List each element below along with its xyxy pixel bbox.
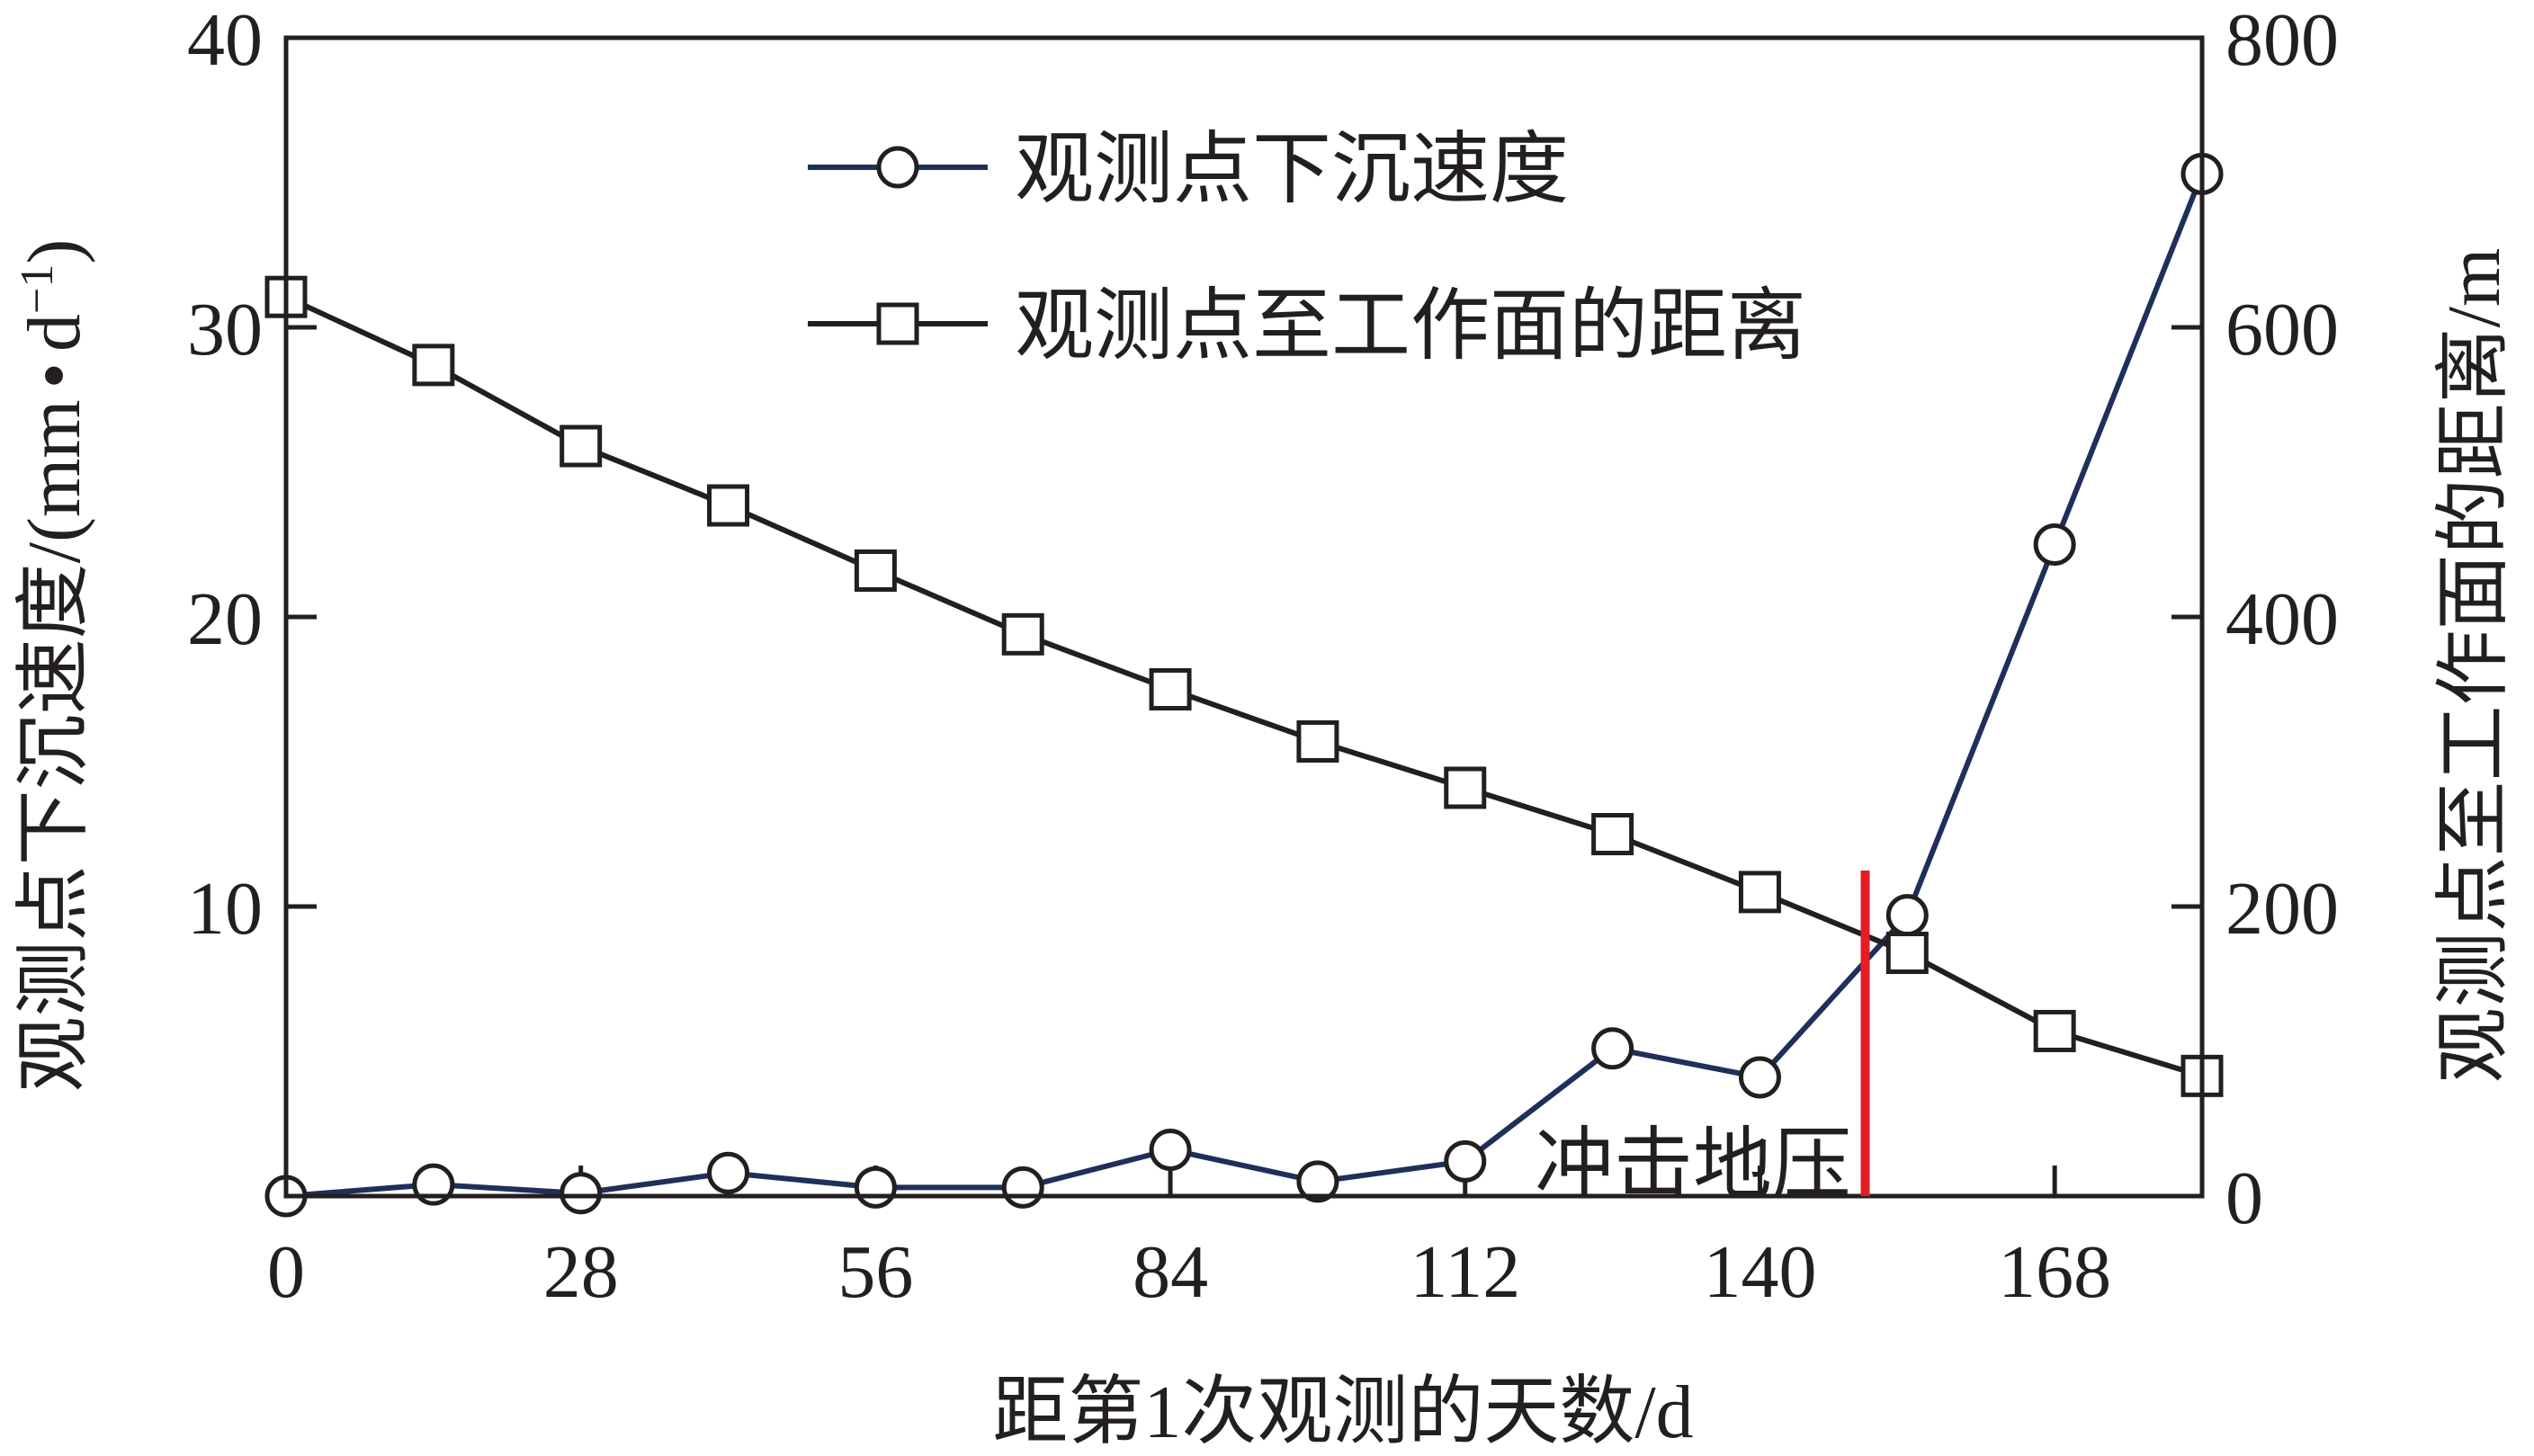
distance-point	[1591, 813, 1634, 855]
distance-point	[412, 344, 455, 387]
speed-point	[1444, 1139, 1487, 1183]
y-right-tick-label: 800	[2225, 0, 2339, 82]
y-right-tick-label: 600	[2225, 288, 2339, 371]
distance-point	[2033, 1009, 2076, 1052]
speed-point	[560, 1172, 603, 1215]
speed-point	[1001, 1166, 1044, 1209]
y-right-tick-label: 400	[2225, 577, 2339, 661]
x-tick-label: 112	[1410, 1230, 1520, 1314]
distance-point	[707, 484, 750, 527]
y-left-title-close: )	[13, 239, 96, 264]
distance-point	[1444, 766, 1487, 809]
speed-point	[1296, 1160, 1339, 1203]
y-left-title-d: d	[13, 314, 96, 352]
y-left-tick-label: 30	[187, 288, 263, 371]
x-tick-label: 0	[267, 1230, 305, 1314]
x-tick-label: 168	[1998, 1230, 2111, 1314]
legend-marker-square	[876, 302, 919, 345]
distance-point	[854, 549, 897, 592]
x-tick-label: 140	[1703, 1230, 1816, 1314]
speed-point	[707, 1151, 750, 1194]
x-tick-label: 56	[837, 1230, 913, 1314]
legend-marker-circle	[876, 146, 919, 189]
series-lines	[284, 173, 2205, 1199]
distance-point	[1296, 719, 1339, 763]
y-left-tick-label: 20	[187, 577, 263, 661]
legend-label-speed: 观测点下沉速度	[1015, 127, 1569, 214]
legend: 观测点下沉速度 观测点至工作面的距离	[808, 127, 1806, 371]
speed-point	[1738, 1056, 1781, 1099]
distance-point	[1001, 612, 1044, 656]
y-left-tick-label: 10	[187, 867, 263, 951]
speed-point	[2033, 523, 2076, 566]
y-left-tick-label: 40	[187, 0, 263, 82]
distance-point	[1885, 932, 1929, 975]
distance-point	[1149, 668, 1192, 710]
y-axis-title-left: 观测点下沉速度/(mm • d−1)	[12, 239, 96, 1093]
x-tick-label: 28	[543, 1230, 619, 1314]
y-left-title-exp: −1	[12, 264, 63, 314]
x-tick-label: 84	[1133, 1230, 1208, 1314]
y-left-title-main: 观测点下沉速度/(mm	[13, 399, 96, 1092]
x-axis-title: 距第1次观测的天数/d	[992, 1371, 1693, 1454]
y-right-tick-label: 0	[2225, 1157, 2263, 1240]
y-axis-title-right: 观测点至工作面的距离/m	[2432, 248, 2516, 1084]
legend-label-distance: 观测点至工作面的距离	[1015, 283, 1806, 371]
speed-point	[1149, 1128, 1192, 1171]
distance-point	[560, 424, 603, 468]
speed-point	[1885, 894, 1929, 937]
impact-annotation: 冲击地压	[1535, 1122, 1851, 1210]
speed-point	[854, 1166, 897, 1209]
distance-point	[1738, 871, 1781, 914]
y-left-title-dot: •	[13, 362, 96, 389]
plot-area-border	[283, 35, 2205, 1199]
plot-frame	[283, 35, 2205, 1199]
y-right-tick-label: 200	[2225, 867, 2339, 951]
series-line-distance	[284, 294, 2203, 1079]
speed-point	[1591, 1027, 1634, 1070]
